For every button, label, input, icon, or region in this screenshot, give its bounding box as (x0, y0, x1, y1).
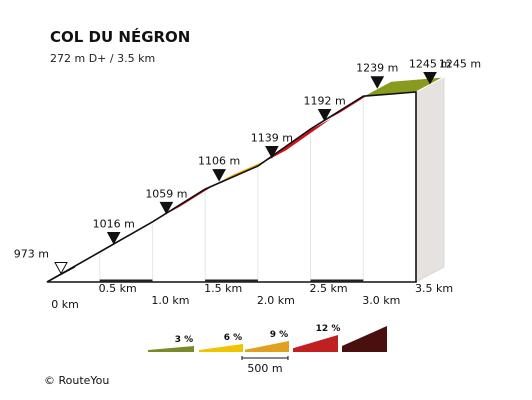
distance-tick-label: 1.0 km (151, 294, 189, 307)
legend-label: 3 % (175, 335, 193, 345)
legend-swatch (199, 344, 243, 352)
distance-tick-label: 2.5 km (310, 282, 348, 295)
elevation-end-label: 1245 m (439, 58, 481, 71)
elevation-label: 1245 m (409, 58, 451, 71)
profile-side-wall (415, 76, 445, 283)
grade-legend: 3 % 6 % 9 % 12 % 500 m (148, 324, 387, 375)
elevation-marker (370, 76, 385, 89)
legend-swatch (342, 326, 387, 352)
legend-swatch (148, 346, 194, 352)
distance-tick-label: 3.0 km (362, 294, 400, 307)
distance-tick-label: 1.5 km (204, 282, 242, 295)
elevation-label: 1139 m (251, 132, 293, 145)
elevation-marker (106, 232, 121, 245)
elevation-label: 1106 m (198, 155, 240, 168)
elevation-marker (265, 146, 279, 159)
elevation-marker (159, 201, 174, 215)
elevation-markers: 973 m 1016 m 1059 m 1106 m 1139 m 1192 m 1239 … (14, 58, 481, 275)
profile-body (46, 76, 445, 283)
elevation-label: 1192 m (303, 95, 345, 108)
legend-label: 12 % (316, 324, 341, 334)
profile-front-face (47, 92, 416, 282)
legend-swatch (293, 335, 338, 352)
elevation-label: 1239 m (356, 62, 398, 75)
legend-label: 9 % (270, 330, 288, 340)
distance-tick-label: 0.5 km (99, 282, 137, 295)
legend-swatch (245, 341, 289, 352)
copyright-text: © RouteYou (44, 374, 109, 387)
elevation-label: 1016 m (93, 217, 135, 230)
elevation-marker (54, 262, 68, 275)
legend-label: 6 % (224, 333, 242, 343)
profile-start-cap (46, 266, 76, 283)
profile-outline (46, 91, 417, 283)
elevation-label: 973 m (14, 248, 49, 261)
elevation-label: 1059 m (145, 187, 187, 200)
distance-tick-label: 0 km (51, 298, 79, 311)
elevation-marker (423, 72, 437, 85)
distance-ticks: 0 km 0.5 km 1.0 km 1.5 km 2.0 km 2.5 km 3.0 km… (51, 282, 453, 311)
elevation-marker (317, 109, 332, 122)
elevation-marker (212, 169, 226, 182)
distance-tick-label: 3.5 km (415, 282, 453, 295)
chart-subtitle: 272 m D+ / 3.5 km (50, 52, 155, 65)
legend-scale-label: 500 m (247, 362, 282, 375)
distance-tick-label: 2.0 km (257, 294, 295, 307)
chart-title: COL DU NÉGRON (50, 27, 190, 46)
